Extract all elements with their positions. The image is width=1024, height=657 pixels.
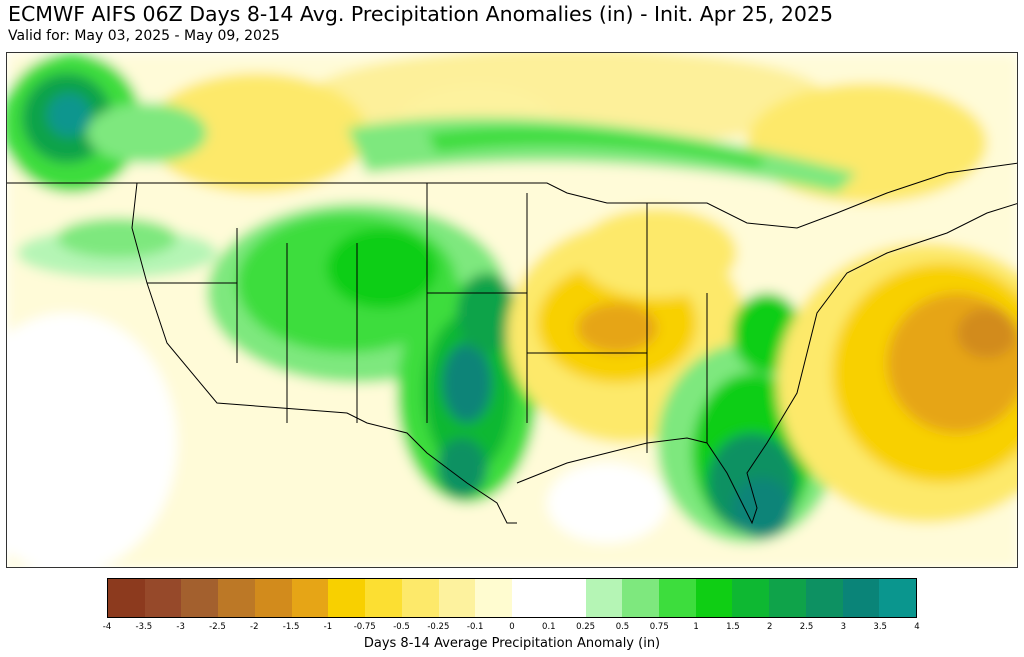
colorbar-tick-label: -0.75	[353, 622, 376, 632]
colorbar-tick-label: 1.5	[726, 622, 740, 632]
colorbar-tick-label: -2.5	[209, 622, 226, 632]
colorbar-tick-label: -0.1	[466, 622, 484, 632]
colorbar-swatch	[218, 579, 255, 617]
colorbar-swatch	[181, 579, 219, 617]
colorbar-swatch	[475, 579, 513, 617]
colorbar-ticks: -4 -3.5 -3 -2.5 -2 -1.5 -1 -0.75 -0.5 -0.25 -0.1 0 0…	[103, 622, 920, 636]
colorbar-label: Days 8-14 Average Precipitation Anomaly …	[363, 636, 661, 651]
colorbar-swatch	[548, 579, 586, 617]
colorbar-swatch	[144, 579, 182, 617]
colorbar-swatch	[842, 579, 880, 617]
colorbar-tick-label: 3.5	[873, 622, 887, 632]
colorbar-tick-label: 0.75	[649, 622, 669, 632]
colorbar-tick-label: 2	[767, 622, 773, 632]
colorbar-swatch	[512, 579, 549, 617]
colorbar	[107, 578, 917, 618]
map-title: ECMWF AIFS 06Z Days 8-14 Avg. Precipitat…	[8, 2, 834, 26]
colorbar-swatch	[769, 579, 806, 617]
colorbar-tick-label: -1.5	[282, 622, 300, 632]
colorbar-tick-label: -3	[176, 622, 185, 632]
colorbar-swatch	[695, 579, 733, 617]
map-subtitle: Valid for: May 03, 2025 - May 09, 2025	[8, 28, 280, 44]
colorbar-swatch	[732, 579, 770, 617]
colorbar-tick-label: 0.1	[542, 622, 556, 632]
colorbar-swatch	[879, 579, 917, 617]
colorbar-tick-label: -2	[250, 622, 259, 632]
colorbar-swatch	[108, 579, 145, 617]
colorbar-swatch	[328, 579, 366, 617]
colorbar-tick-label: -1	[323, 622, 333, 632]
colorbar-swatch	[401, 579, 439, 617]
colorbar-swatch	[659, 579, 696, 617]
colorbar-swatch	[291, 579, 329, 617]
colorbar-swatches	[107, 578, 917, 618]
colorbar-swatch	[622, 579, 660, 617]
precipitation-anomaly-map	[6, 52, 1018, 568]
colorbar-swatch	[254, 579, 292, 617]
colorbar-tick-label: 0	[509, 622, 515, 632]
colorbar-tick-label: 2.5	[799, 622, 814, 632]
colorbar-tick-label: 1	[693, 622, 699, 632]
colorbar-tick-label: -4	[102, 622, 112, 632]
colorbar-tick-label: 4	[914, 622, 920, 632]
colorbar-tick-label: 3	[840, 622, 847, 632]
colorbar-swatch	[438, 579, 476, 617]
colorbar-tick-label: 0.25	[576, 622, 596, 632]
colorbar-swatch	[585, 579, 623, 617]
colorbar-swatch	[805, 579, 843, 617]
colorbar-swatch	[365, 579, 402, 617]
colorbar-tick-label: 0.5	[615, 622, 630, 632]
colorbar-tick-label: -0.5	[393, 622, 410, 632]
colorbar-tick-label: -0.25	[427, 622, 450, 632]
colorbar-tick-label: -3.5	[135, 622, 153, 632]
